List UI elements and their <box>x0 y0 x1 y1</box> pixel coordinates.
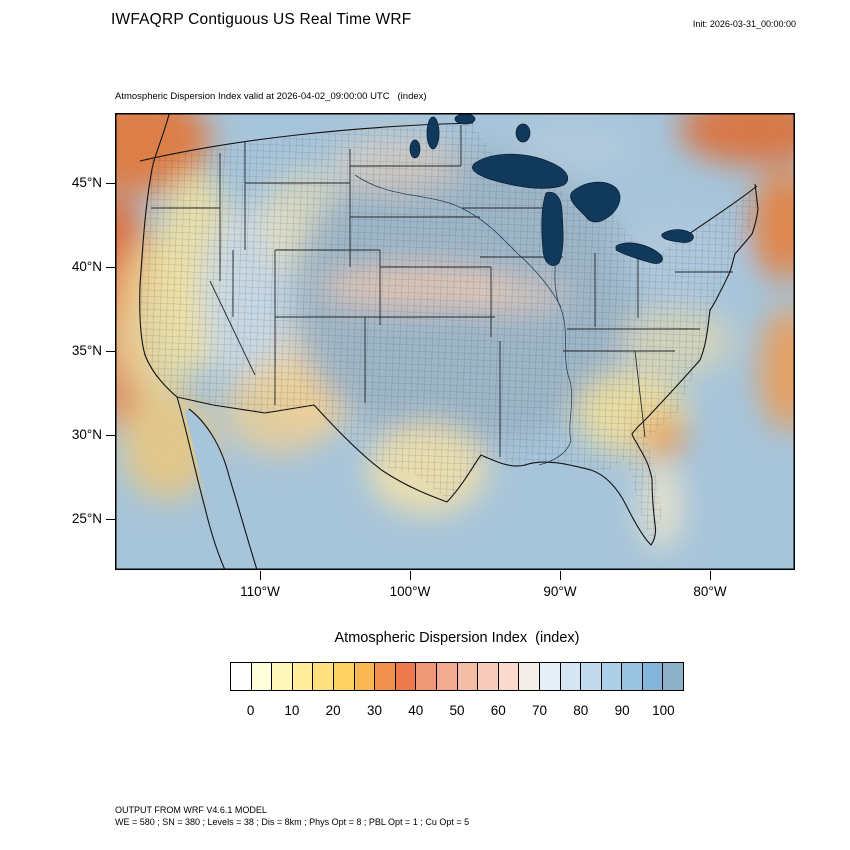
legend-cell <box>231 663 251 690</box>
legend-tick-label: 0 <box>246 703 255 718</box>
lat-tick <box>106 267 115 269</box>
lon-tick-label: 90°W <box>543 584 577 599</box>
legend-cell <box>353 663 375 690</box>
lake-ontario <box>661 229 694 243</box>
legend-cell <box>497 663 519 690</box>
lon-tick <box>410 570 412 580</box>
great-lakes <box>409 113 694 266</box>
legend-tick-label: 90 <box>614 703 630 718</box>
legend-tick-label: 50 <box>449 703 465 718</box>
lat-tick <box>106 519 115 521</box>
lat-tick-label: 45°N <box>71 175 102 190</box>
lon-tick <box>710 570 712 580</box>
lake-huron <box>570 181 621 223</box>
legend-cell <box>332 663 354 690</box>
baja-coast <box>176 396 226 570</box>
legend-colorbar <box>230 662 684 691</box>
page-title: IWFAQRP Contiguous US Real Time WRF <box>111 11 412 28</box>
legend-cell <box>538 663 560 690</box>
legend-cell <box>621 663 642 690</box>
lat-tick-label: 40°N <box>71 259 102 274</box>
lake-superior <box>472 153 569 189</box>
legend-cell <box>559 663 581 690</box>
gulf-of-california <box>185 409 257 570</box>
legend-cell <box>415 663 436 690</box>
legend-tick-label: 80 <box>573 703 589 718</box>
legend-tick-label: 70 <box>532 703 548 718</box>
canada-border-west <box>139 122 474 162</box>
legend-title: Atmospheric Dispersion Index (index) <box>334 630 580 646</box>
canada-lake <box>409 139 421 159</box>
lon-tick-label: 80°W <box>693 584 727 599</box>
footer-model-line: OUTPUT FROM WRF V4.6.1 MODEL <box>115 805 267 815</box>
footer-config-line: WE = 580 ; SN = 380 ; Levels = 38 ; Dis … <box>115 817 470 827</box>
legend-tick-label: 60 <box>490 703 506 718</box>
lat-tick-label: 35°N <box>71 343 102 358</box>
legend-cell <box>312 663 333 690</box>
legend-cell <box>374 663 395 690</box>
legend-cell <box>641 663 663 690</box>
mexico-border <box>176 396 448 503</box>
legend-cell <box>662 663 684 690</box>
canada-border-east <box>688 185 758 235</box>
lon-tick <box>560 570 562 580</box>
lon-tick-label: 100°W <box>389 584 431 599</box>
lat-tick <box>106 435 115 437</box>
lake-michigan <box>541 191 564 266</box>
lat-tick <box>106 351 115 353</box>
legend-cell <box>580 663 601 690</box>
legend-tick-label: 30 <box>366 703 382 718</box>
legend-tick-label: 40 <box>408 703 424 718</box>
legend-tick-label: 100 <box>652 703 675 718</box>
legend-cell <box>456 663 478 690</box>
map-frame-border <box>115 113 795 570</box>
legend-cell <box>600 663 622 690</box>
legend-cell <box>291 663 313 690</box>
lat-tick-label: 25°N <box>71 511 102 526</box>
canada-lake <box>515 123 531 143</box>
conus-map <box>115 113 795 570</box>
init-timestamp: Init: 2026-03-31_00:00:00 <box>692 19 796 29</box>
canada-lake <box>454 113 476 125</box>
legend-tick-label: 20 <box>325 703 341 718</box>
mexico-west-coast <box>188 408 258 570</box>
map-svg <box>115 113 795 570</box>
lat-tick <box>106 183 115 185</box>
legend-cell <box>477 663 498 690</box>
legend-cell <box>271 663 292 690</box>
canada-lake <box>426 116 440 150</box>
valid-time-subtitle: Atmospheric Dispersion Index valid at 20… <box>115 91 427 102</box>
gulf-atlantic-coast <box>446 183 759 546</box>
legend-cell <box>518 663 539 690</box>
rivers <box>354 174 573 466</box>
legend-tick-label: 10 <box>284 703 300 718</box>
lake-erie <box>615 242 663 264</box>
coastlines <box>139 113 759 570</box>
lon-tick-label: 110°W <box>240 584 280 599</box>
pacific-coast <box>139 113 178 398</box>
legend-cell <box>435 663 457 690</box>
legend-cell <box>394 663 416 690</box>
legend-cell <box>250 663 272 690</box>
lat-tick-label: 30°N <box>71 427 102 442</box>
lon-tick <box>260 570 262 580</box>
